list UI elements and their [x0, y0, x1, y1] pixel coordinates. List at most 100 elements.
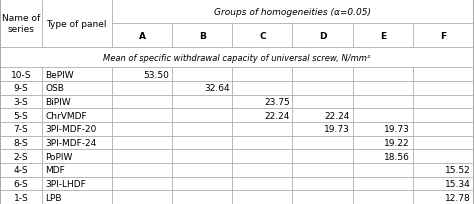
Bar	[172, 136, 232, 150]
Bar	[0, 109, 42, 122]
Bar	[0, 0, 42, 48]
Bar	[112, 82, 172, 95]
Bar	[232, 177, 292, 190]
Bar	[353, 95, 413, 109]
Bar	[353, 24, 413, 48]
Text: A: A	[138, 32, 146, 41]
Bar	[413, 177, 473, 190]
Bar	[232, 109, 292, 122]
Text: PoPlW: PoPlW	[46, 152, 73, 161]
Bar	[172, 68, 232, 82]
Bar	[413, 136, 473, 150]
Bar	[353, 163, 413, 177]
Bar	[413, 109, 473, 122]
Bar	[0, 163, 42, 177]
Text: 19.73: 19.73	[384, 125, 410, 134]
Bar	[353, 109, 413, 122]
Bar	[353, 177, 413, 190]
Bar	[172, 190, 232, 204]
Bar	[353, 136, 413, 150]
Bar	[353, 82, 413, 95]
Bar	[172, 109, 232, 122]
Bar	[42, 68, 112, 82]
Text: OSB: OSB	[46, 84, 64, 93]
Text: 1-S: 1-S	[13, 193, 28, 202]
Bar	[413, 95, 473, 109]
Bar	[0, 136, 42, 150]
Text: 3Pl-MDF-20: 3Pl-MDF-20	[46, 125, 97, 134]
Text: LPB: LPB	[46, 193, 62, 202]
Bar	[42, 177, 112, 190]
Text: 15.52: 15.52	[445, 166, 470, 174]
Bar	[42, 0, 112, 48]
Bar	[0, 150, 42, 163]
Text: Name of
series: Name of series	[2, 14, 40, 34]
Text: 10-S: 10-S	[10, 70, 31, 79]
Bar	[0, 122, 42, 136]
Bar	[112, 95, 172, 109]
Bar	[232, 150, 292, 163]
Text: Type of panel: Type of panel	[46, 20, 107, 29]
Bar	[42, 122, 112, 136]
Text: 4-S: 4-S	[14, 166, 28, 174]
Bar	[353, 150, 413, 163]
Bar	[112, 177, 172, 190]
Bar	[172, 150, 232, 163]
Text: 22.24: 22.24	[264, 111, 290, 120]
Text: BePlW: BePlW	[46, 70, 74, 79]
Text: 53.50: 53.50	[143, 70, 169, 79]
Text: F: F	[440, 32, 446, 41]
Bar	[42, 136, 112, 150]
Text: Mean of specific withdrawal capacity of universal screw, N/mm²: Mean of specific withdrawal capacity of …	[103, 54, 370, 63]
Bar	[42, 163, 112, 177]
Text: 3Pl-LHDF: 3Pl-LHDF	[46, 179, 86, 188]
Bar	[0, 177, 42, 190]
Text: 12.78: 12.78	[445, 193, 470, 202]
Bar	[232, 82, 292, 95]
Bar	[292, 109, 353, 122]
Bar	[112, 24, 172, 48]
Bar	[353, 68, 413, 82]
Bar	[292, 136, 353, 150]
Text: Groups of homogeneities (α=0.05): Groups of homogeneities (α=0.05)	[214, 8, 371, 17]
Text: 19.22: 19.22	[384, 138, 410, 147]
Bar	[413, 24, 473, 48]
Bar	[0, 82, 42, 95]
Text: 2-S: 2-S	[14, 152, 28, 161]
Bar	[292, 163, 353, 177]
Bar	[172, 95, 232, 109]
Text: 7-S: 7-S	[13, 125, 28, 134]
Bar	[112, 122, 172, 136]
Text: 6-S: 6-S	[13, 179, 28, 188]
Bar	[232, 68, 292, 82]
Bar	[292, 150, 353, 163]
Bar	[112, 190, 172, 204]
Bar	[112, 136, 172, 150]
Bar	[413, 150, 473, 163]
Bar	[292, 82, 353, 95]
Bar	[232, 122, 292, 136]
Text: BiPlW: BiPlW	[46, 98, 71, 106]
Bar	[413, 122, 473, 136]
Bar	[172, 24, 232, 48]
Text: 3-S: 3-S	[13, 98, 28, 106]
Bar	[112, 0, 473, 24]
Bar	[413, 190, 473, 204]
Text: 5-S: 5-S	[13, 111, 28, 120]
Bar	[112, 163, 172, 177]
Text: B: B	[199, 32, 206, 41]
Bar	[172, 82, 232, 95]
Bar	[292, 190, 353, 204]
Text: 3Pl-MDF-24: 3Pl-MDF-24	[46, 138, 97, 147]
Text: E: E	[380, 32, 386, 41]
Bar	[42, 109, 112, 122]
Bar	[112, 150, 172, 163]
Bar	[413, 163, 473, 177]
Bar	[172, 177, 232, 190]
Text: 9-S: 9-S	[13, 84, 28, 93]
Bar	[232, 136, 292, 150]
Text: D: D	[319, 32, 326, 41]
Text: C: C	[259, 32, 265, 41]
Text: 19.73: 19.73	[324, 125, 350, 134]
Bar	[112, 68, 172, 82]
